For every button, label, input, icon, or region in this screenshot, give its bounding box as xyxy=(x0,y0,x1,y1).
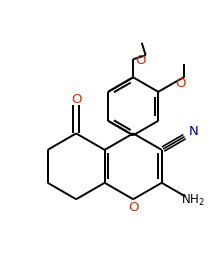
Text: O: O xyxy=(71,93,81,106)
Text: NH$_2$: NH$_2$ xyxy=(181,193,204,208)
Text: N: N xyxy=(189,125,198,138)
Text: O: O xyxy=(135,54,145,67)
Text: O: O xyxy=(128,200,138,214)
Text: O: O xyxy=(176,77,186,90)
